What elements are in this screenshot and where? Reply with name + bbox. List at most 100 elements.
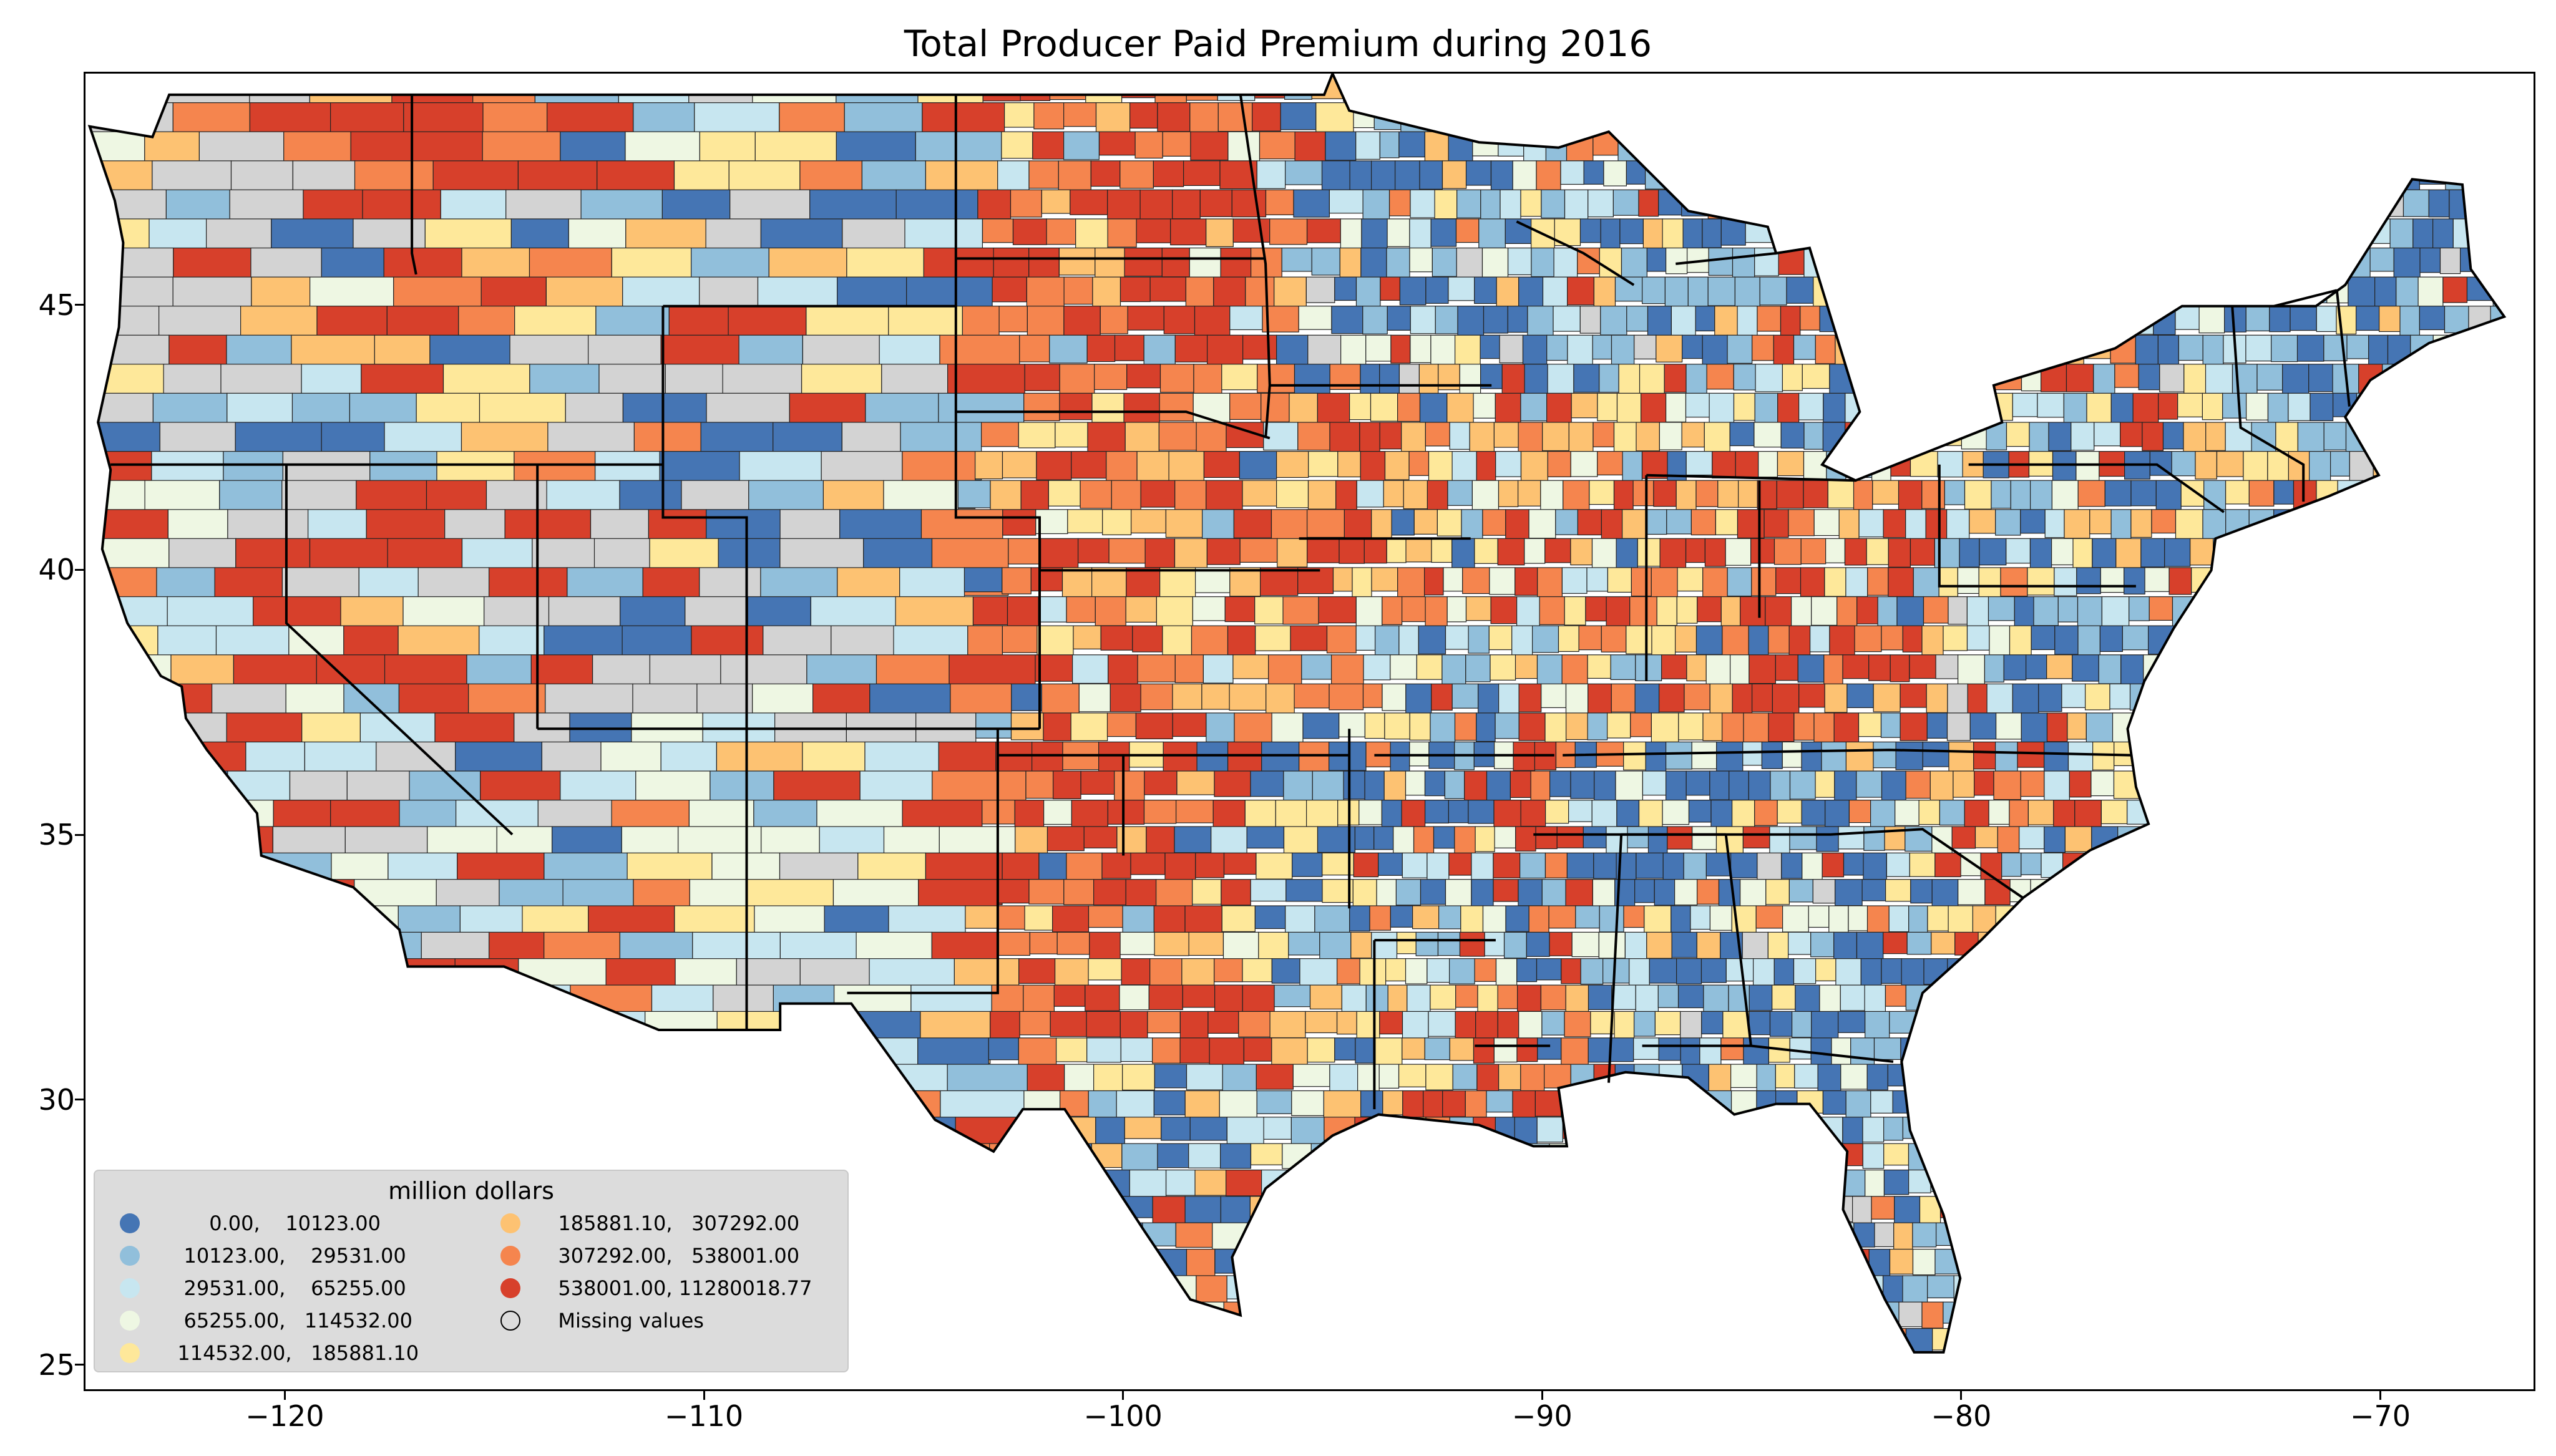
county-polygon — [1508, 247, 1532, 276]
county-polygon — [1793, 334, 1817, 360]
county-polygon — [2159, 931, 2180, 958]
county-polygon — [2048, 422, 2072, 452]
county-polygon — [1481, 247, 1509, 278]
county-polygon — [1385, 958, 1407, 982]
county-polygon — [2225, 480, 2250, 505]
county-polygon — [1734, 189, 1761, 218]
county-polygon — [1843, 852, 1864, 876]
county-polygon — [1103, 1381, 1136, 1389]
county-polygon — [1606, 826, 1628, 855]
county-polygon — [2092, 1090, 2120, 1115]
county-polygon — [1495, 712, 1519, 739]
county-polygon — [2089, 102, 2112, 130]
county-polygon — [89, 984, 168, 1033]
county-polygon — [1198, 1327, 1227, 1352]
county-polygon — [1372, 1275, 1396, 1301]
county-polygon — [972, 596, 1008, 626]
county-polygon — [2230, 741, 2251, 774]
county-polygon — [585, 1011, 646, 1061]
county-polygon — [2319, 1222, 2341, 1250]
county-polygon — [1441, 654, 1466, 687]
county-polygon — [2509, 1381, 2528, 1389]
county-polygon — [1397, 567, 1425, 599]
county-polygon — [1665, 102, 1689, 127]
county-polygon — [2046, 712, 2068, 742]
x-tick-label: −100 — [1083, 1399, 1163, 1433]
county-polygon — [2377, 1248, 2397, 1278]
county-polygon — [1757, 306, 1782, 332]
county-polygon — [2302, 958, 2323, 987]
county-polygon — [1757, 852, 1782, 882]
county-polygon — [2528, 1381, 2534, 1389]
county-polygon — [1020, 74, 1051, 102]
county-polygon — [1437, 509, 1462, 536]
county-polygon — [1714, 160, 1740, 187]
county-polygon — [1658, 1381, 1682, 1389]
state-border — [1750, 1044, 1894, 1063]
county-polygon — [1066, 596, 1096, 623]
county-polygon — [2491, 1143, 2505, 1172]
county-polygon — [2174, 1117, 2202, 1144]
county-polygon — [1865, 1169, 1885, 1199]
county-polygon — [2369, 1037, 2396, 1063]
county-polygon — [2490, 1355, 2517, 1380]
county-polygon — [1088, 958, 1122, 981]
county-polygon — [2278, 218, 2303, 246]
county-polygon — [1906, 931, 1932, 955]
county-polygon — [1383, 1169, 1404, 1198]
county-polygon — [2205, 712, 2229, 741]
county-polygon — [2258, 1381, 2283, 1389]
county-polygon — [1711, 131, 1737, 161]
county-polygon — [1925, 509, 1948, 541]
county-polygon — [2426, 879, 2447, 903]
county-polygon — [1055, 1037, 1088, 1062]
county-polygon — [1954, 1327, 1983, 1352]
county-polygon — [1211, 826, 1247, 856]
county-polygon — [1757, 1169, 1779, 1198]
county-polygon — [1571, 1169, 1591, 1195]
county-polygon — [2520, 161, 2534, 191]
x-tick-label: −90 — [1511, 1399, 1573, 1433]
county-polygon — [1544, 712, 1567, 744]
county-polygon — [1339, 247, 1362, 278]
county-polygon — [2318, 712, 2341, 741]
county-polygon — [1359, 422, 1380, 454]
county-polygon — [1695, 306, 1715, 332]
county-polygon — [1961, 1248, 1985, 1277]
county-polygon — [1302, 712, 1340, 739]
county-polygon — [1876, 1355, 1900, 1379]
county-polygon — [2223, 852, 2251, 878]
county-polygon — [1124, 422, 1159, 454]
county-polygon — [2149, 958, 2170, 986]
county-polygon — [1515, 826, 1536, 852]
county-polygon — [1777, 392, 1800, 425]
county-polygon — [2516, 1276, 2534, 1303]
county-polygon — [1409, 712, 1431, 741]
county-polygon — [2149, 683, 2172, 713]
county-polygon — [2249, 852, 2276, 875]
county-polygon — [1220, 247, 1252, 280]
county-polygon — [1119, 931, 1155, 955]
county-polygon — [2491, 931, 2505, 961]
county-polygon — [1768, 625, 1790, 654]
county-polygon — [967, 625, 1003, 656]
county-polygon — [1690, 905, 1711, 930]
county-polygon — [1199, 189, 1232, 217]
county-polygon — [2142, 1355, 2165, 1381]
county-polygon — [1695, 625, 1723, 655]
county-polygon — [2103, 1222, 2127, 1251]
county-polygon — [1448, 852, 1472, 876]
county-polygon — [2091, 826, 2119, 850]
county-polygon — [2455, 712, 2477, 742]
county-polygon — [1590, 1169, 1615, 1198]
county-polygon — [2069, 770, 2092, 798]
county-polygon — [1365, 1381, 1383, 1389]
county-polygon — [2515, 219, 2534, 246]
county-polygon — [1384, 450, 1410, 480]
county-polygon — [1086, 1011, 1121, 1037]
county-polygon — [1837, 276, 1858, 302]
county-polygon — [2424, 392, 2451, 422]
county-polygon — [1546, 392, 1572, 425]
county-polygon — [1476, 102, 1499, 127]
county-polygon — [1776, 480, 1804, 509]
